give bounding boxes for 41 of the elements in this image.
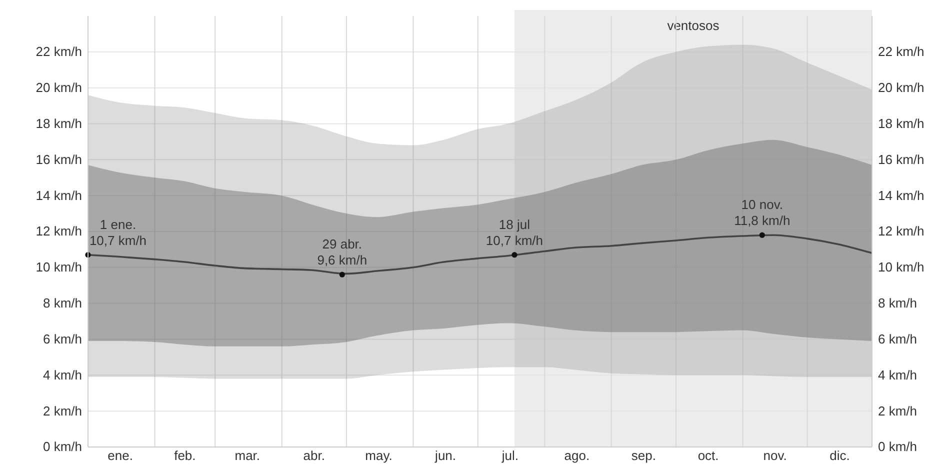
- annotation: 29 abr. 9,6 km/h: [317, 236, 368, 268]
- y-tick-label: 20 km/h: [36, 80, 82, 95]
- y-tick-label: 16 km/h: [36, 152, 82, 167]
- x-tick-label: sep.: [631, 448, 656, 464]
- y-tick-label: 4 km/h: [42, 367, 82, 382]
- y-tick-label: 18 km/h: [36, 116, 82, 131]
- x-tick-label: dic.: [830, 448, 850, 464]
- y-tick-label: 22 km/h: [36, 44, 82, 60]
- y2-tick-label: 22 km/h: [878, 44, 924, 60]
- annotation: 18 jul 10,7 km/h: [486, 216, 544, 248]
- y-tick-label: 10 km/h: [36, 260, 82, 275]
- y2-tick-label: 0 km/h: [878, 439, 918, 454]
- x-tick-label: abr.: [303, 448, 325, 464]
- x-tick-label: oct.: [698, 448, 719, 464]
- y-tick-label: 8 km/h: [42, 295, 82, 310]
- x-tick-label: jul.: [500, 448, 518, 464]
- y2-tick-label: 8 km/h: [878, 295, 918, 310]
- y-tick-label: 6 km/h: [42, 331, 82, 346]
- y2-tick-label: 12 km/h: [878, 224, 924, 239]
- x-tick-label: feb.: [174, 448, 196, 464]
- x-tick-label: may.: [365, 448, 392, 464]
- y2-tick-label: 4 km/h: [878, 367, 918, 382]
- x-tick-label: ago.: [564, 448, 590, 464]
- y2-tick-label: 16 km/h: [878, 152, 924, 167]
- x-tick-label: jun.: [434, 448, 456, 464]
- y-tick-label: 0 km/h: [42, 439, 82, 454]
- y2-tick-label: 2 km/h: [878, 403, 918, 418]
- y-tick-label: 12 km/h: [36, 224, 82, 239]
- y2-tick-label: 6 km/h: [878, 331, 918, 346]
- y2-tick-label: 14 km/h: [878, 188, 924, 203]
- annotation: 10 nov. 11,8 km/h: [734, 197, 790, 228]
- x-tick-label: mar.: [234, 448, 260, 464]
- x-tick-label: nov.: [763, 448, 787, 464]
- y2-tick-label: 18 km/h: [878, 116, 924, 131]
- annotation: 1 ene. 10,7 km/h: [89, 216, 147, 248]
- y2-tick-label: 20 km/h: [878, 80, 924, 95]
- x-tick-label: ene.: [108, 448, 133, 464]
- band-label: ventosos: [667, 18, 720, 33]
- y-tick-label: 14 km/h: [36, 188, 82, 203]
- y-tick-label: 2 km/h: [42, 403, 82, 418]
- y2-tick-label: 10 km/h: [878, 260, 924, 275]
